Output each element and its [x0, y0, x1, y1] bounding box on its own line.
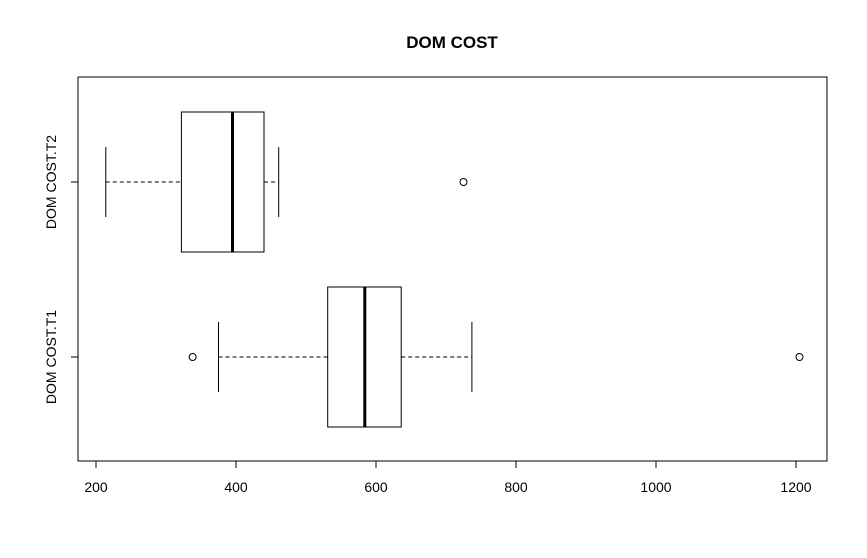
x-tick-label: 400 — [224, 479, 248, 495]
box-group — [188, 286, 804, 428]
x-tick-label: 1000 — [640, 479, 671, 495]
outlier-point — [188, 353, 197, 361]
outlier-point — [459, 178, 468, 186]
x-tick-label: 1200 — [780, 479, 811, 495]
x-tick-label: 200 — [84, 479, 108, 495]
y-axis: DOM COST.T1 DOM COST.T2 — [43, 135, 79, 404]
outlier-point — [795, 353, 804, 361]
x-tick-label: 600 — [364, 479, 388, 495]
box-group — [105, 111, 468, 253]
boxes — [105, 111, 804, 428]
box — [180, 111, 265, 253]
y-tick-label: DOM COST.T1 — [43, 310, 59, 404]
chart-title: DOM COST — [406, 33, 498, 52]
x-tick-label: 800 — [504, 479, 528, 495]
y-tick-label: DOM COST.T2 — [43, 135, 59, 229]
x-axis: 200 400 600 800 1000 1200 — [84, 460, 812, 495]
